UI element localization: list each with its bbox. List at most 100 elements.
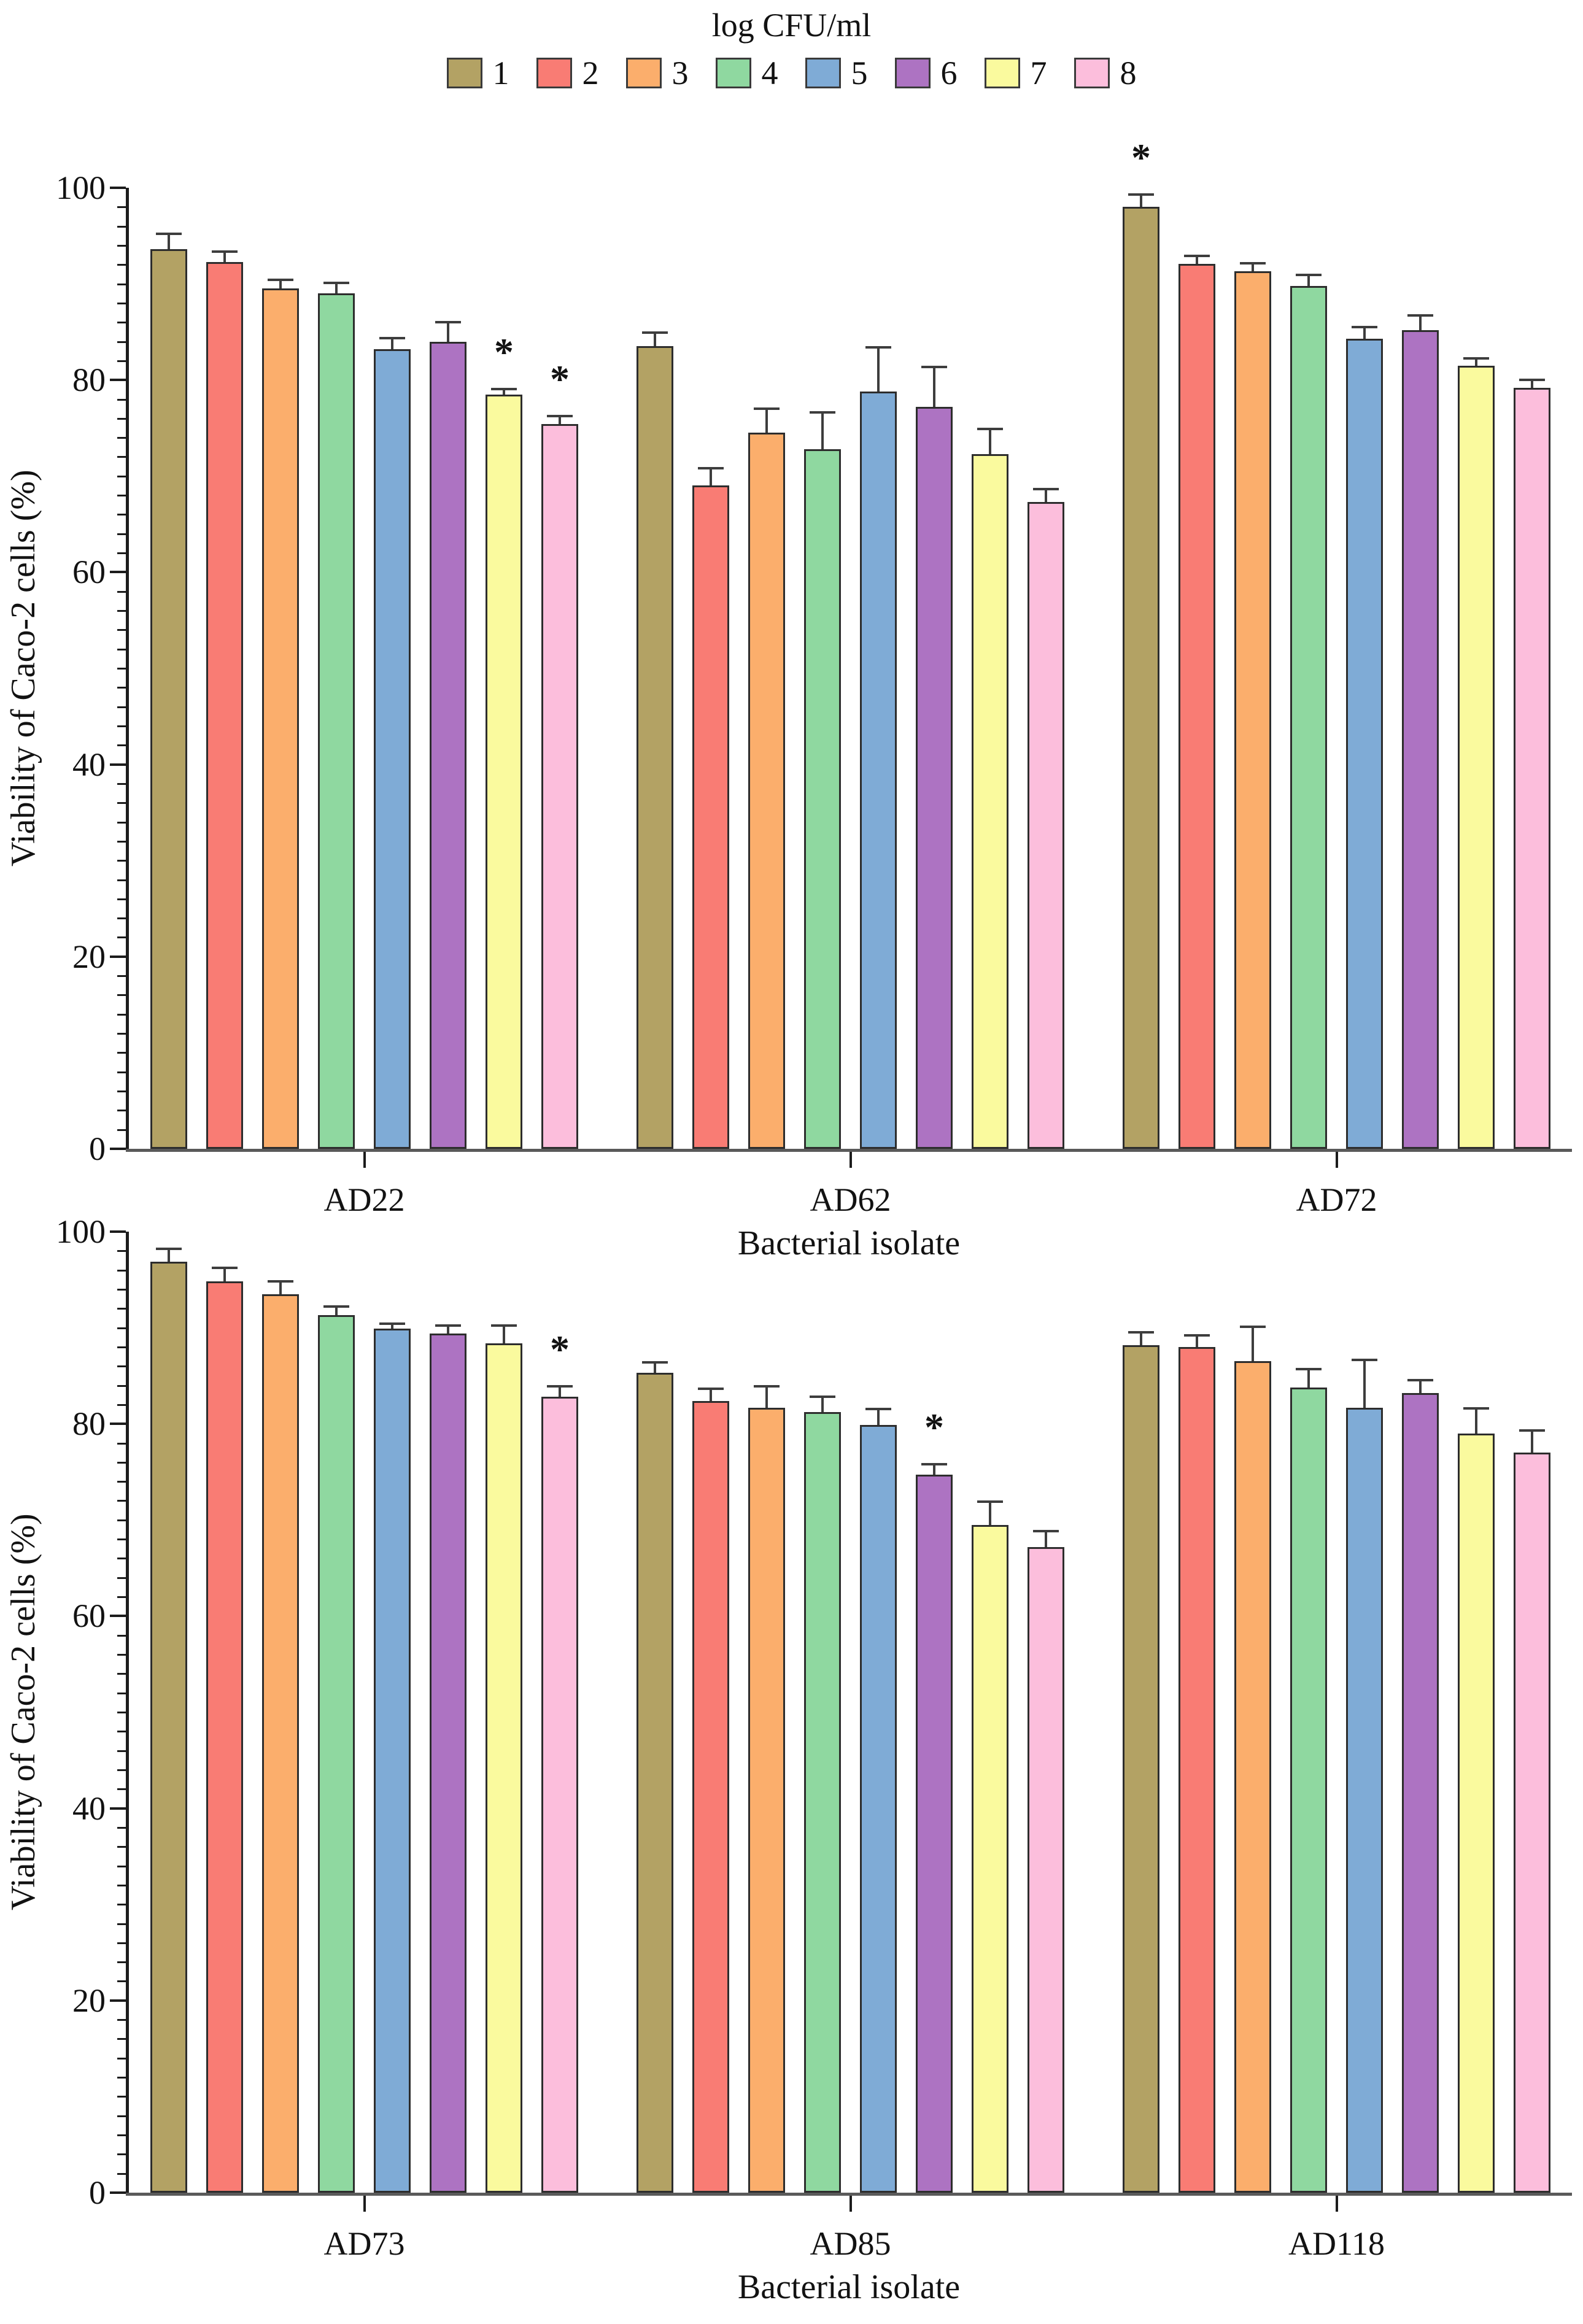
error-bar-cap xyxy=(435,1324,461,1327)
bar-cfu-4 xyxy=(804,1412,841,2193)
y-minor-tick xyxy=(117,725,126,727)
y-minor-tick xyxy=(117,936,126,939)
bar-cfu-2 xyxy=(206,261,243,1149)
error-bar-cap xyxy=(921,366,947,369)
error-bar-stem xyxy=(1419,1381,1422,1394)
y-axis-line xyxy=(126,188,129,1152)
y-tick-label: 20 xyxy=(72,938,106,975)
y-minor-tick xyxy=(117,2038,126,2040)
y-minor-tick xyxy=(117,1481,126,1483)
y-minor-tick xyxy=(117,2019,126,2021)
significance-asterisk: * xyxy=(494,330,514,374)
y-minor-tick xyxy=(117,1052,126,1054)
x-group-tick xyxy=(849,1152,852,1168)
error-bar-stem xyxy=(1419,316,1422,330)
y-minor-tick xyxy=(117,1673,126,1675)
x-tick-label: AD85 xyxy=(810,2225,891,2262)
y-minor-tick xyxy=(117,840,126,843)
y-major-tick xyxy=(110,1999,126,2002)
bar-cfu-2 xyxy=(206,1281,243,2193)
y-minor-tick xyxy=(117,2172,126,2175)
bar-cfu-7 xyxy=(1458,1433,1495,2193)
y-minor-tick xyxy=(117,2096,126,2098)
y-minor-tick xyxy=(117,706,126,708)
y-major-tick xyxy=(110,763,126,766)
x-group-tick xyxy=(363,1152,366,1168)
error-bar-stem xyxy=(391,1324,393,1329)
error-bar-cap xyxy=(1184,1334,1210,1337)
bar-cfu-6 xyxy=(1402,330,1439,1149)
error-bar-cap xyxy=(1352,1359,1377,1362)
error-bar-cap xyxy=(1296,274,1322,277)
y-minor-tick xyxy=(117,1596,126,1599)
x-tick-label: AD62 xyxy=(810,1181,891,1218)
legend-item-label: 3 xyxy=(672,55,689,92)
error-bar-stem xyxy=(1140,1333,1142,1345)
y-minor-tick xyxy=(117,552,126,555)
y-minor-tick xyxy=(117,1327,126,1329)
error-bar-cap xyxy=(491,388,517,391)
y-minor-tick xyxy=(117,2057,126,2060)
bar-cfu-1 xyxy=(150,249,187,1149)
y-minor-tick xyxy=(117,225,126,228)
error-bar-cap xyxy=(810,411,835,414)
legend-item: 5 xyxy=(805,56,868,90)
bar-cfu-5 xyxy=(374,349,411,1149)
error-bar-stem xyxy=(279,280,282,289)
y-minor-tick xyxy=(117,341,126,343)
y-minor-tick xyxy=(117,994,126,997)
y-tick-label: 100 xyxy=(56,1213,106,1250)
y-minor-tick xyxy=(117,2134,126,2137)
error-bar-cap xyxy=(379,1322,405,1325)
y-minor-tick xyxy=(117,1071,126,1073)
bar-cfu-3 xyxy=(1234,271,1271,1149)
error-bar-cap xyxy=(268,278,293,281)
y-minor-tick xyxy=(117,1091,126,1093)
error-bar-cap xyxy=(1519,378,1545,381)
error-bar-cap xyxy=(491,1324,517,1327)
legend-item: 1 xyxy=(446,55,509,92)
bar-cfu-6 xyxy=(1402,1393,1439,2193)
legend-swatch xyxy=(715,58,751,89)
y-minor-tick xyxy=(117,2153,126,2156)
y-minor-tick xyxy=(117,1634,126,1637)
error-bar-stem xyxy=(654,1363,656,1373)
legend-item-label: 1 xyxy=(492,55,509,92)
y-minor-tick xyxy=(117,1980,126,1983)
bar-cfu-1 xyxy=(150,1261,187,2193)
legend-title: log CFU/ml xyxy=(711,7,872,44)
x-group-tick xyxy=(1335,1152,1338,1168)
y-tick-label: 0 xyxy=(89,1130,106,1167)
error-bar-cap xyxy=(268,1280,293,1283)
error-bar-cap xyxy=(1463,1407,1489,1410)
legend-item-label: 8 xyxy=(1120,55,1137,92)
bar-cfu-1 xyxy=(1123,1345,1159,2193)
bar-cfu-8 xyxy=(1514,1453,1550,2193)
y-minor-tick xyxy=(117,1269,126,1272)
y-minor-tick xyxy=(117,1577,126,1579)
y-minor-tick xyxy=(117,1365,126,1368)
legend-item-label: 2 xyxy=(582,55,599,92)
error-bar-cap xyxy=(156,1247,182,1250)
error-bar-stem xyxy=(1531,380,1533,388)
bar-cfu-7 xyxy=(1458,365,1495,1149)
y-major-tick xyxy=(110,1615,126,1618)
y-tick-label: 40 xyxy=(72,746,106,783)
y-minor-tick xyxy=(117,1346,126,1348)
error-bar-stem xyxy=(1531,1431,1533,1453)
error-bar-stem xyxy=(1363,328,1366,339)
legend-swatch xyxy=(894,58,931,89)
y-minor-tick xyxy=(117,1403,126,1406)
error-bar-stem xyxy=(877,1410,880,1425)
y-major-tick xyxy=(110,1230,126,1233)
error-bar-cap xyxy=(547,415,573,418)
y-minor-tick xyxy=(117,1288,126,1291)
error-bar-stem xyxy=(1363,1361,1366,1408)
error-bar-stem xyxy=(933,368,935,407)
error-bar-stem xyxy=(447,323,449,342)
y-major-tick xyxy=(110,955,126,958)
y-minor-tick xyxy=(117,456,126,458)
bar-cfu-2 xyxy=(1179,263,1215,1149)
x-tick-label: AD118 xyxy=(1288,2225,1385,2262)
error-bar-stem xyxy=(933,1465,935,1475)
